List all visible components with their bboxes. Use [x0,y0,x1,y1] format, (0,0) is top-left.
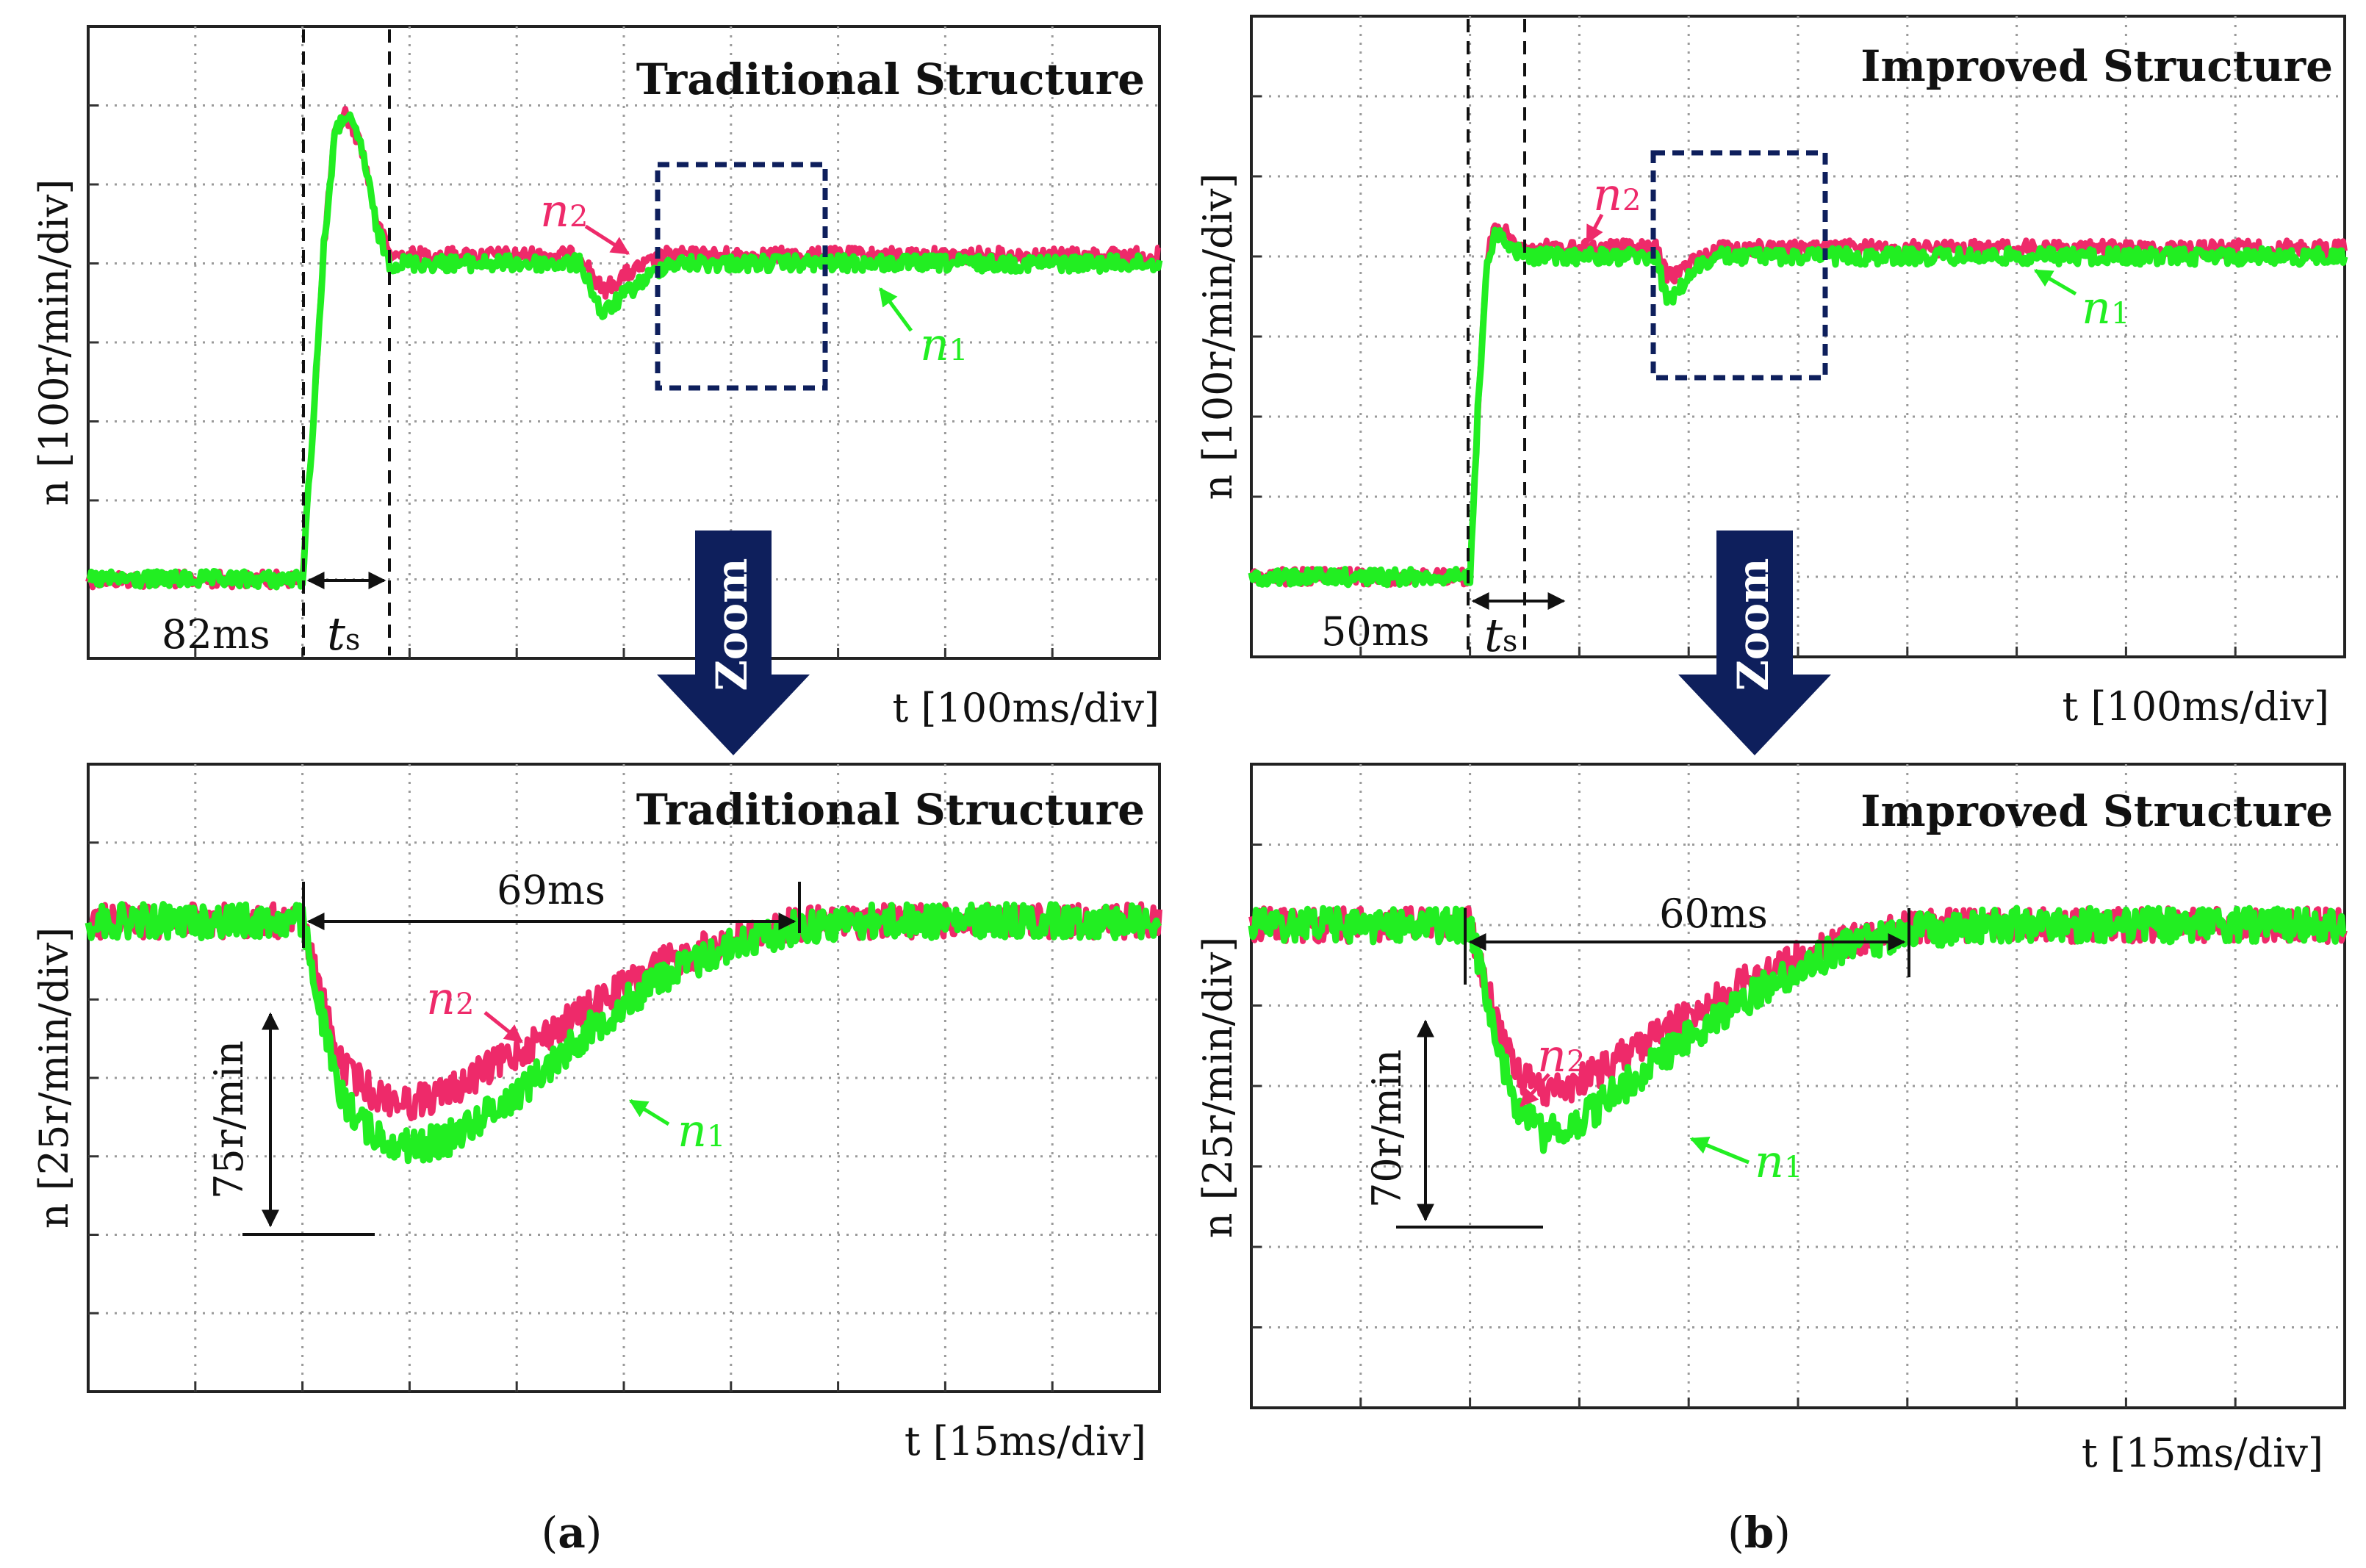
grid [1251,764,2345,1408]
n1-label: n1 [677,1104,725,1157]
caption-a: (a) [542,1508,603,1558]
delay-label: 50ms [1321,608,1430,655]
settling-time-label: ts [327,607,360,661]
zoom-label-a: Zoom [707,558,757,691]
n2-label: n2 [1537,1029,1585,1082]
n2-label: n2 [426,971,474,1025]
chart-a-bottom: Traditional Structure n [25r/min/div] t … [31,763,1162,1464]
chart-b-top: Improved Structure n [100r/min/div] t [1… [1195,15,2348,730]
series-n1-line [84,901,1162,1165]
duration-label: 69ms [497,867,605,913]
y-axis-label: n [25r/min/div] [31,927,77,1229]
traces [1248,905,2348,1154]
traces [85,106,1163,591]
series-n1-line [86,111,1163,591]
traces [1248,222,2348,589]
duration-label: 60ms [1659,891,1768,937]
y-axis-label: n [25r/min/div] [1195,937,1241,1239]
n1-label: n1 [2082,281,2129,334]
zoom-region-box [1650,150,1828,381]
chart-a-top: Traditional Structure n [100r/min/div] t… [31,25,1163,731]
x-axis-label: t [15ms/div] [2082,1430,2323,1476]
chart-b-bottom: Improved Structure n [25r/min/div] t [15… [1195,763,2348,1476]
traces [84,901,1162,1165]
settling-time-label: ts [1484,608,1517,662]
chart-title: Traditional Structure [636,785,1145,835]
n1-pointer [2033,268,2077,296]
depth-label: 75r/min [206,1040,252,1199]
x-axis-label: t [100ms/div] [2062,683,2329,730]
chart-title: Improved Structure [1860,786,2333,836]
n1-pointer [628,1098,670,1126]
delay-label: 82ms [162,611,270,658]
n2-pointer [1520,1073,1550,1107]
grid [1251,16,2345,657]
x-axis-label: t [100ms/div] [892,685,1159,731]
y-axis-label: n [100r/min/div] [1195,173,1241,500]
n2-pointer [483,1011,523,1043]
n1-pointer [1689,1136,1750,1165]
zoom-region-box [655,162,828,391]
depth-label: 70r/min [1364,1049,1410,1208]
x-axis-label: t [15ms/div] [905,1418,1146,1464]
zoom-arrow-shape-a [657,531,810,755]
n1-label: n1 [1755,1134,1802,1188]
y-axis-label: n [100r/min/div] [31,179,77,506]
zoom-arrow-a: Zoom [657,531,810,755]
n1-label: n1 [920,317,968,371]
caption-b: (b) [1727,1508,1791,1558]
n2-pointer [584,224,630,256]
chart-title: Traditional Structure [636,54,1145,104]
n2-pointer [1585,213,1604,245]
n1-pointer [878,287,913,332]
zoom-label-b: Zoom [1728,558,1778,691]
series-n2-line [85,106,1161,591]
zoom-arrow-b: Zoom [1678,531,1831,755]
series-n1-line [1248,226,2348,589]
series-n1-line [1248,905,2347,1154]
n2-label: n2 [1593,168,1641,221]
chart-title: Improved Structure [1860,41,2333,91]
n2-label: n2 [540,184,588,237]
zoom-arrow-shape-b [1678,531,1831,755]
